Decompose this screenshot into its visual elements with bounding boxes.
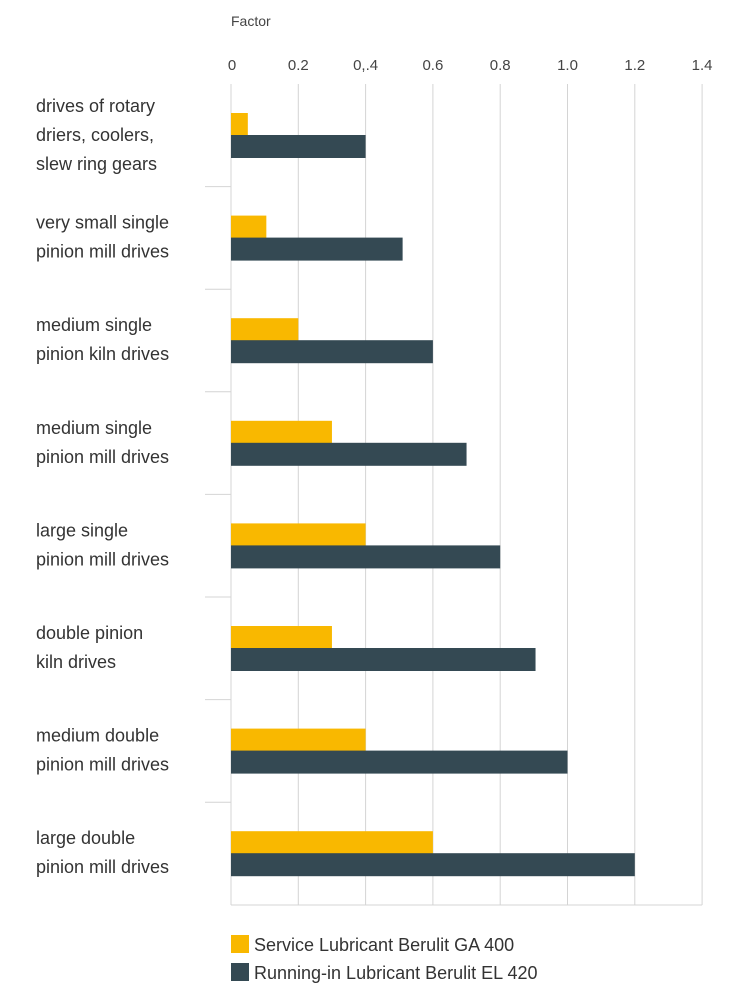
bar-series-0-cat-7 (231, 831, 433, 855)
category-label-line: pinion mill drives (36, 755, 169, 775)
bar-series-0-cat-6 (231, 728, 366, 752)
category-label-line: pinion mill drives (36, 447, 169, 467)
category-label-line: pinion mill drives (36, 857, 169, 877)
tick-label-5: 1.0 (557, 57, 578, 74)
category-label-line: medium double (36, 726, 159, 746)
tick-label-7: 1.4 (692, 57, 713, 74)
bar-series-1-cat-1 (231, 237, 403, 261)
category-label-line: kiln drives (36, 652, 116, 672)
bar-series-0-cat-2 (231, 318, 299, 342)
legend-label-1: Running-in Lubricant Berulit EL 420 (254, 963, 538, 983)
bar-series-0-cat-3 (231, 420, 332, 444)
category-label-line: driers, coolers, (36, 125, 154, 145)
category-label-line: pinion mill drives (36, 242, 169, 262)
category-label-line: double pinion (36, 623, 143, 643)
category-label-line: pinion kiln drives (36, 344, 169, 364)
tick-label-1: 0.2 (288, 57, 309, 74)
bar-series-1-cat-7 (231, 853, 635, 877)
category-labels: drives of rotary driers, coolers, slew rin… (36, 96, 169, 877)
tick-label-3: 0.6 (422, 57, 443, 74)
category-label-line: very small single (36, 213, 169, 233)
category-label-2: medium single pinion kiln drives (36, 315, 169, 364)
bar-series-1-cat-6 (231, 750, 568, 774)
x-axis-ticks: 0 0.2 0,.4 0.6 0.8 1.0 1.2 1.4 (228, 57, 713, 74)
category-label-line: medium single (36, 315, 152, 335)
bar-series-1-cat-3 (231, 442, 467, 466)
bar-series-0-cat-1 (231, 215, 267, 239)
tick-label-4: 0.8 (490, 57, 511, 74)
tick-label-0: 0 (228, 57, 236, 74)
tick-label-6: 1.2 (624, 57, 645, 74)
bar-series-1-cat-5 (231, 648, 536, 671)
category-label-0: drives of rotary driers, coolers, slew rin… (36, 96, 157, 174)
category-label-3: medium single pinion mill drives (36, 418, 169, 467)
legend-swatch-1 (231, 963, 249, 981)
category-label-line: large single (36, 520, 128, 540)
category-label-1: very small single pinion mill drives (36, 213, 169, 262)
x-axis-title: Factor (231, 13, 271, 29)
bar-series-0-cat-5 (231, 626, 332, 649)
legend-swatch-0 (231, 935, 249, 953)
category-label-5: double pinion kiln drives (36, 623, 143, 672)
bar-series-0-cat-4 (231, 523, 366, 547)
bar-series-0-cat-0 (231, 113, 248, 136)
bar-series-1-cat-2 (231, 340, 433, 364)
bar-series-1-cat-0 (231, 135, 366, 158)
bar-series-1-cat-4 (231, 545, 501, 569)
category-label-line: pinion mill drives (36, 549, 169, 569)
tick-label-2: 0,.4 (353, 57, 378, 74)
category-label-line: medium single (36, 418, 152, 438)
category-label-4: large single pinion mill drives (36, 520, 169, 569)
bars (231, 113, 635, 877)
grid (205, 84, 703, 906)
category-label-7: large double pinion mill drives (36, 828, 169, 877)
category-label-line: drives of rotary (36, 96, 155, 116)
legend: Service Lubricant Berulit GA 400 Running-… (231, 935, 538, 983)
category-label-line: large double (36, 828, 135, 848)
category-label-line: slew ring gears (36, 154, 157, 174)
legend-label-0: Service Lubricant Berulit GA 400 (254, 935, 514, 955)
category-label-6: medium double pinion mill drives (36, 726, 169, 775)
